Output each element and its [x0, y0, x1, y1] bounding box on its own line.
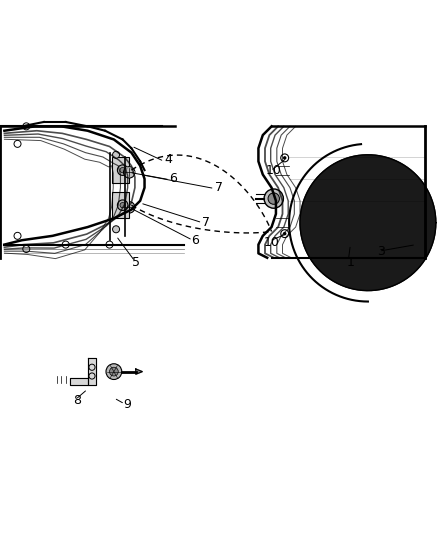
Circle shape [124, 167, 135, 178]
Bar [112, 157, 129, 183]
Circle shape [268, 193, 279, 204]
Circle shape [283, 156, 286, 159]
Text: 7: 7 [202, 216, 210, 229]
Text: 5: 5 [132, 256, 140, 269]
Circle shape [110, 367, 118, 376]
Polygon shape [136, 369, 142, 374]
Text: 1: 1 [346, 256, 354, 269]
Circle shape [131, 167, 133, 169]
Text: 6: 6 [169, 172, 177, 185]
Text: 8: 8 [73, 393, 81, 407]
Text: 4: 4 [165, 152, 173, 166]
Circle shape [133, 171, 135, 174]
Text: 7: 7 [215, 181, 223, 194]
Circle shape [125, 167, 128, 169]
Circle shape [124, 201, 135, 213]
Text: 6: 6 [191, 233, 199, 247]
Polygon shape [70, 378, 88, 385]
Bar [112, 192, 129, 219]
Circle shape [117, 200, 128, 211]
Circle shape [113, 226, 120, 233]
Text: 3: 3 [377, 245, 385, 257]
Text: 9: 9 [123, 398, 131, 411]
Circle shape [117, 165, 128, 175]
Polygon shape [300, 155, 436, 290]
Text: 10: 10 [266, 164, 282, 176]
Polygon shape [88, 359, 96, 385]
Circle shape [120, 203, 125, 208]
Circle shape [264, 189, 283, 208]
Circle shape [283, 232, 286, 236]
Circle shape [120, 167, 125, 173]
Circle shape [106, 364, 122, 379]
Circle shape [113, 151, 120, 158]
Text: 10: 10 [264, 236, 279, 249]
